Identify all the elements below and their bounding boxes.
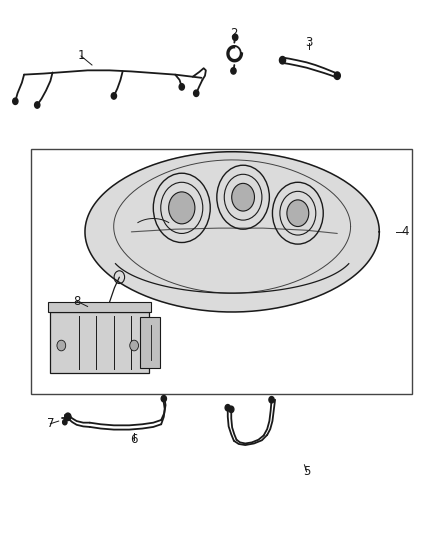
Circle shape	[229, 406, 234, 413]
Circle shape	[179, 84, 184, 90]
Circle shape	[57, 340, 66, 351]
Circle shape	[233, 34, 238, 41]
Circle shape	[232, 183, 254, 211]
Circle shape	[194, 90, 199, 96]
Text: 4: 4	[401, 225, 409, 238]
Polygon shape	[85, 152, 379, 312]
Circle shape	[334, 72, 340, 79]
Circle shape	[279, 56, 286, 64]
Text: 1: 1	[77, 50, 85, 62]
Circle shape	[269, 397, 274, 403]
Circle shape	[13, 98, 18, 104]
Circle shape	[287, 200, 309, 227]
Circle shape	[35, 102, 40, 108]
Circle shape	[225, 405, 230, 411]
Bar	[31, 149, 412, 394]
Circle shape	[130, 340, 138, 351]
Circle shape	[231, 68, 236, 74]
Text: 6: 6	[130, 433, 138, 446]
Bar	[48, 302, 151, 312]
Circle shape	[161, 395, 166, 402]
Text: 2: 2	[230, 27, 238, 40]
Text: 8: 8	[73, 295, 80, 308]
Text: 5: 5	[303, 465, 310, 478]
Text: 7: 7	[46, 417, 54, 430]
Circle shape	[169, 192, 195, 224]
Circle shape	[65, 413, 71, 421]
Bar	[140, 317, 160, 368]
Circle shape	[111, 93, 117, 99]
Bar	[50, 312, 149, 373]
Circle shape	[63, 419, 67, 425]
Text: 3: 3	[305, 36, 312, 49]
